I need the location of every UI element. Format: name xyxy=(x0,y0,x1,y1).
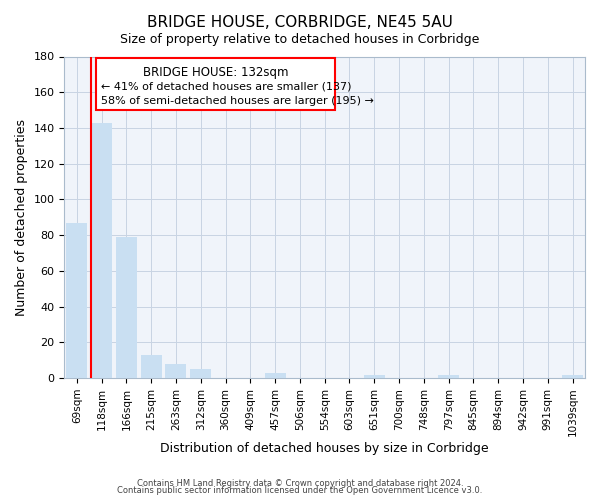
FancyBboxPatch shape xyxy=(95,58,335,110)
Bar xyxy=(91,122,112,378)
Bar xyxy=(562,374,583,378)
Bar xyxy=(66,222,88,378)
Text: Contains HM Land Registry data © Crown copyright and database right 2024.: Contains HM Land Registry data © Crown c… xyxy=(137,478,463,488)
Text: 58% of semi-detached houses are larger (195) →: 58% of semi-detached houses are larger (… xyxy=(101,96,374,106)
X-axis label: Distribution of detached houses by size in Corbridge: Distribution of detached houses by size … xyxy=(160,442,489,455)
Bar xyxy=(190,369,211,378)
Bar xyxy=(140,355,162,378)
Bar xyxy=(265,372,286,378)
Bar xyxy=(166,364,187,378)
Text: ← 41% of detached houses are smaller (137): ← 41% of detached houses are smaller (13… xyxy=(101,82,352,92)
Text: Contains public sector information licensed under the Open Government Licence v3: Contains public sector information licen… xyxy=(118,486,482,495)
Text: BRIDGE HOUSE, CORBRIDGE, NE45 5AU: BRIDGE HOUSE, CORBRIDGE, NE45 5AU xyxy=(147,15,453,30)
Bar xyxy=(116,237,137,378)
Y-axis label: Number of detached properties: Number of detached properties xyxy=(15,119,28,316)
Text: Size of property relative to detached houses in Corbridge: Size of property relative to detached ho… xyxy=(121,32,479,46)
Bar xyxy=(364,374,385,378)
Text: BRIDGE HOUSE: 132sqm: BRIDGE HOUSE: 132sqm xyxy=(143,66,288,79)
Bar xyxy=(438,374,459,378)
